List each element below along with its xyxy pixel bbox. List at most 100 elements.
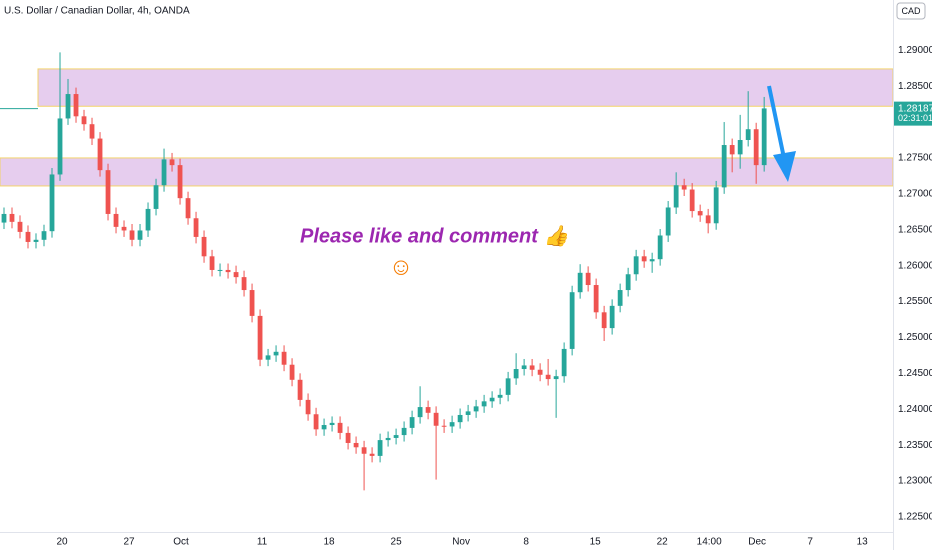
candle-body — [609, 305, 615, 329]
x-tick-label: 7 — [807, 537, 813, 548]
y-tick-label: 1.26000 — [898, 260, 932, 271]
candle-body — [753, 129, 759, 166]
candle-body — [545, 374, 551, 380]
y-tick-label: 1.22500 — [898, 512, 932, 523]
candle-body — [153, 185, 159, 209]
candle-body — [33, 239, 39, 242]
y-tick-label: 1.28500 — [898, 81, 932, 92]
arrow-shaft — [767, 85, 786, 159]
candle-body — [705, 215, 711, 224]
candle-body — [25, 231, 31, 242]
candle-body — [89, 124, 95, 139]
candle-body — [401, 427, 407, 436]
forecast-arrow — [767, 85, 796, 182]
candle-body — [329, 422, 335, 426]
candle-body — [17, 221, 23, 232]
candle-body — [537, 369, 543, 375]
candle-body — [337, 422, 343, 433]
candle-body — [273, 351, 279, 356]
candle-body — [9, 213, 15, 222]
y-tick-label: 1.27500 — [898, 153, 932, 164]
x-tick-label: Oct — [173, 537, 189, 548]
candle-body — [233, 272, 239, 278]
last-price-label: 1.28187 — [898, 103, 932, 114]
candle-body — [65, 94, 71, 119]
candle-body — [289, 364, 295, 380]
candle-body — [521, 365, 527, 370]
y-tick-label: 1.24500 — [898, 368, 932, 379]
x-tick-label: Nov — [452, 537, 470, 548]
candle-body — [617, 290, 623, 306]
candle-body — [249, 290, 255, 316]
candle-body — [729, 145, 735, 155]
x-tick-label: 14:00 — [697, 537, 722, 548]
candle-body — [73, 94, 79, 117]
y-tick-label: 1.27000 — [898, 188, 932, 199]
candle-body — [569, 292, 575, 349]
candle-body — [185, 198, 191, 219]
candle-body — [305, 399, 311, 415]
candle-body — [649, 259, 655, 262]
candle-body — [393, 435, 399, 438]
candle-body — [681, 185, 687, 190]
candle-body — [697, 211, 703, 216]
candle-body — [217, 269, 223, 271]
candle-body — [297, 379, 303, 400]
candle-body — [601, 312, 607, 329]
candle-body — [321, 425, 327, 430]
candle-body — [97, 138, 103, 171]
candle-body — [209, 256, 215, 270]
candle-body — [345, 432, 351, 443]
candle-body — [369, 453, 375, 456]
candle-body — [737, 140, 743, 155]
candle-body — [137, 230, 143, 240]
candle-body — [513, 369, 519, 379]
candle-body — [481, 401, 487, 407]
x-tick-label: 27 — [123, 537, 135, 548]
y-tick-label: 1.29000 — [898, 45, 932, 56]
candle-body — [625, 274, 631, 291]
candle-body — [633, 256, 639, 275]
candle-body — [473, 406, 479, 412]
candle-body — [49, 174, 55, 232]
candle-body — [745, 129, 751, 140]
countdown-label: 02:31:01 — [898, 113, 932, 123]
candle-body — [657, 235, 663, 260]
x-tick-label: 18 — [324, 537, 336, 548]
candle-body — [41, 231, 47, 240]
x-tick-label: 8 — [523, 537, 529, 548]
candle-body — [577, 272, 583, 293]
candle-body — [497, 394, 503, 398]
candle-body — [225, 269, 231, 273]
candle-body — [193, 218, 199, 237]
currency-box — [896, 2, 926, 20]
candle-body — [465, 411, 471, 415]
x-tick-label: 13 — [857, 537, 869, 548]
x-tick-label: 15 — [590, 537, 602, 548]
candle-body — [721, 145, 727, 188]
candle-body — [281, 351, 287, 365]
candle-body — [145, 208, 151, 231]
y-tick-label: 1.24000 — [898, 404, 932, 415]
x-tick-label: 25 — [391, 537, 403, 548]
candle-body — [241, 277, 247, 291]
x-tick-label: 11 — [257, 537, 268, 548]
candle-body — [641, 256, 647, 262]
candle-body — [385, 437, 391, 441]
candle-body — [585, 272, 591, 286]
candle-body — [713, 187, 719, 224]
annotation-smiley: ☺ — [389, 253, 414, 280]
candle-body — [1, 213, 7, 223]
x-tick-label: 22 — [657, 537, 669, 548]
candle-body — [433, 412, 439, 426]
chart-title: U.S. Dollar / Canadian Dollar, 4h, OANDA — [4, 6, 190, 17]
resistance-zone — [37, 68, 894, 107]
arrow-head — [773, 151, 796, 182]
candle-body — [377, 440, 383, 456]
candle-body — [161, 159, 167, 186]
candle-body — [441, 425, 447, 427]
candle-body — [57, 118, 63, 175]
candle-body — [81, 116, 87, 125]
candle-body — [489, 397, 495, 402]
candle-body — [505, 378, 511, 395]
